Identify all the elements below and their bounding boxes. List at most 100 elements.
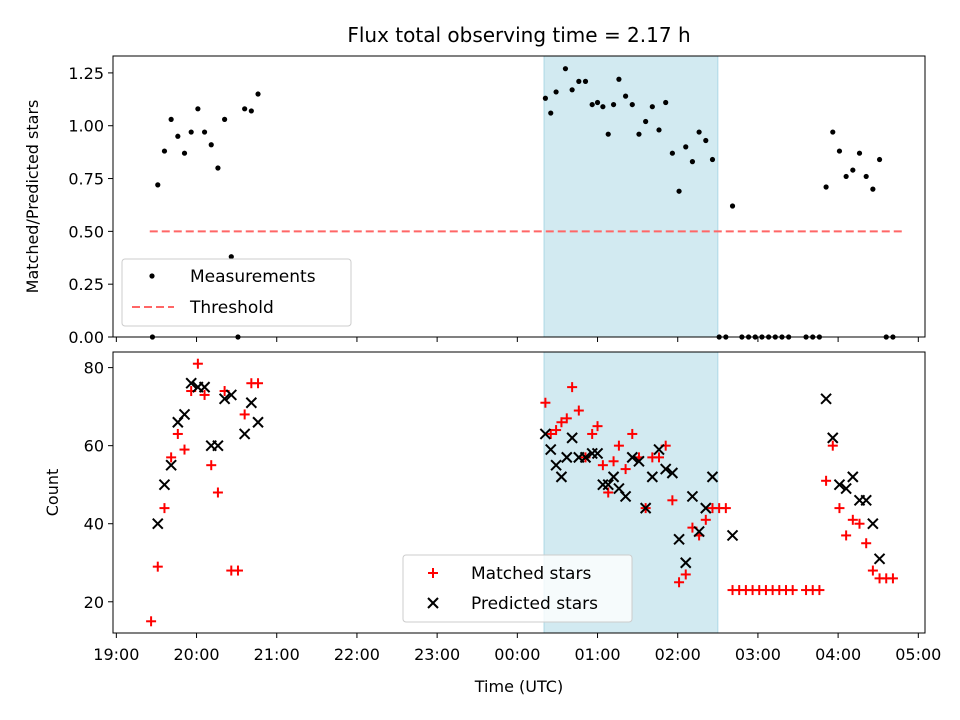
- measurement-point: [629, 101, 635, 108]
- x-stroke-b: [555, 471, 568, 483]
- top-x-ticks: [115, 337, 919, 342]
- y-tick-label: 20: [84, 593, 104, 612]
- predicted-star-point: [198, 381, 211, 393]
- bottom-y-axis-label: Count: [43, 469, 62, 517]
- matched-star-point: [854, 518, 865, 529]
- measurement-point: [683, 144, 689, 150]
- x-stroke-b: [613, 482, 625, 495]
- predicted-star-point: [607, 471, 620, 483]
- matched-star-point: [834, 503, 845, 514]
- measurement-point: [222, 116, 228, 122]
- x-tick-label: 03:00: [735, 645, 781, 664]
- measurement-point: [155, 182, 161, 188]
- x-stroke-b: [840, 482, 852, 495]
- y-tick-label: 0.50: [68, 222, 104, 241]
- predicted-star-point: [555, 471, 568, 483]
- x-stroke-b: [867, 518, 879, 530]
- predicted-star-point: [706, 471, 719, 483]
- predicted-star-point: [840, 482, 852, 495]
- x-stroke-b: [165, 459, 177, 471]
- matched-star-point: [561, 413, 572, 424]
- predicted-star-point: [827, 432, 839, 444]
- predicted-star-point: [218, 393, 231, 405]
- x-tick-label: 22:00: [334, 645, 380, 664]
- y-tick-label: 40: [84, 515, 104, 534]
- predicted-star-point: [212, 439, 224, 452]
- measurement-point: [228, 254, 234, 260]
- x-stroke-b: [561, 451, 573, 464]
- x-stroke-b: [700, 502, 712, 514]
- x-stroke-b: [218, 393, 231, 405]
- x-stroke-b: [646, 471, 659, 483]
- measurement-point: [649, 104, 655, 110]
- predicted-star-point: [252, 416, 264, 428]
- predicted-star-point: [561, 451, 573, 464]
- matched-star-point: [887, 573, 898, 584]
- x-stroke-b: [666, 467, 679, 479]
- measurement-point: [696, 129, 702, 135]
- matched-star-point: [253, 378, 264, 389]
- top-y-ticks: 0.00 0.25 0.50 0.75 1.00 1.25: [68, 64, 113, 347]
- bottom-legend-box: [402, 554, 633, 623]
- measurement-point: [830, 129, 836, 135]
- x-stroke-b: [827, 432, 839, 444]
- measurement-point: [562, 66, 569, 72]
- predicted-star-point: [833, 478, 846, 491]
- predicted-star-point: [238, 428, 251, 440]
- x-stroke-b: [152, 518, 164, 530]
- matched-star-point: [700, 514, 711, 525]
- predicted-star-point: [646, 471, 659, 483]
- predicted-star-point: [545, 443, 557, 456]
- predicted-star-point: [860, 494, 872, 507]
- predicted-star-point: [626, 451, 638, 464]
- measurement-point: [863, 173, 869, 180]
- matched-star-point: [827, 440, 838, 451]
- x-stroke-b: [238, 428, 251, 440]
- x-tick-label: 04:00: [815, 645, 861, 664]
- x-stroke-b: [860, 494, 872, 507]
- predicted-star-point: [847, 471, 859, 483]
- measurement-point: [582, 78, 589, 84]
- matched-star-point: [159, 503, 170, 514]
- x-stroke-b: [185, 377, 197, 389]
- measurement-point: [181, 150, 188, 156]
- x-stroke-b: [680, 557, 692, 569]
- legend-plus-glyph: [428, 568, 438, 578]
- x-tick-label: 01:00: [574, 645, 620, 664]
- matched-star-point: [199, 389, 210, 400]
- x-stroke-b: [659, 463, 672, 475]
- matched-star-point: [592, 421, 603, 432]
- measurement-point: [248, 108, 254, 114]
- predicted-star-point: [165, 459, 177, 471]
- y-tick-label: 0.75: [68, 170, 104, 189]
- measurement-point: [729, 203, 736, 209]
- x-stroke-b: [245, 397, 258, 409]
- matched-star-point: [608, 456, 619, 467]
- predicted-star-point: [726, 529, 739, 542]
- matched-star-point: [166, 452, 177, 463]
- x-axis-label: Time (UTC): [474, 677, 563, 696]
- predicted-star-point: [178, 408, 191, 421]
- matched-star-point: [654, 452, 665, 463]
- predicted-star-point: [152, 518, 164, 530]
- measurement-point: [709, 156, 716, 163]
- measurement-points: [149, 66, 896, 340]
- matched-star-point: [212, 487, 223, 498]
- measurement-point: [605, 131, 611, 137]
- x-tick-label: 02:00: [655, 645, 701, 664]
- matched-star-point: [146, 616, 157, 627]
- matched-star-point: [680, 569, 691, 580]
- predicted-star-point: [550, 459, 562, 471]
- y-tick-label: 0.25: [68, 275, 104, 294]
- measurement-point: [669, 150, 675, 156]
- x-stroke-b: [158, 478, 171, 491]
- legend-matched-label: Matched stars: [471, 564, 591, 584]
- matched-star-point: [587, 428, 598, 439]
- predicted-star-point: [873, 553, 886, 565]
- legend-threshold-label: Threshold: [189, 298, 274, 318]
- matched-star-point: [613, 440, 624, 451]
- x-stroke-b: [607, 471, 620, 483]
- measurement-point: [188, 129, 194, 135]
- measurement-point: [161, 148, 168, 154]
